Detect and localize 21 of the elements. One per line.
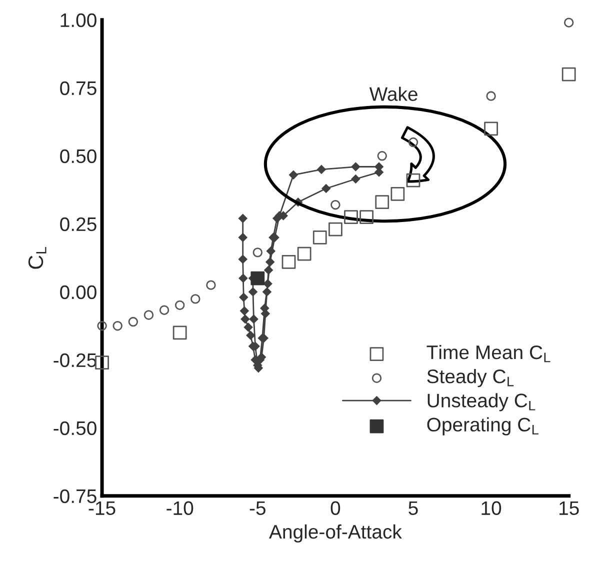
y-tick-label: 0.00 xyxy=(60,285,96,300)
x-tick-label: 0 xyxy=(330,501,340,516)
x-tick-label: 10 xyxy=(482,501,502,516)
annotation: Wake xyxy=(369,86,418,101)
x-tick-label: -5 xyxy=(250,501,266,516)
y-tick-label: 1.00 xyxy=(60,13,96,28)
x-tick-label: -10 xyxy=(166,501,194,516)
y-tick-label: 0.50 xyxy=(60,149,96,164)
y-axis-title: C$_{L}$ xyxy=(28,246,46,269)
y-tick-label: 0.75 xyxy=(60,81,96,96)
legend-label: Steady C$_{L}$ xyxy=(427,369,514,388)
y-tick-label: -0.50 xyxy=(54,421,96,436)
x-axis-title: Angle-of-Attack xyxy=(269,524,402,543)
legend-label: Time Mean C$_{L}$ xyxy=(426,344,550,362)
y-tick-label: -0.75 xyxy=(54,489,96,504)
x-tick-label: -15 xyxy=(88,501,116,516)
x-tick-label: 15 xyxy=(560,501,579,516)
legend-label: Operating C$_{L}$ xyxy=(427,417,538,436)
y-tick-label: 0.25 xyxy=(60,217,96,232)
legend-label: Unsteady C$_{L}$ xyxy=(428,393,536,412)
x-tick-label: 5 xyxy=(408,501,418,516)
